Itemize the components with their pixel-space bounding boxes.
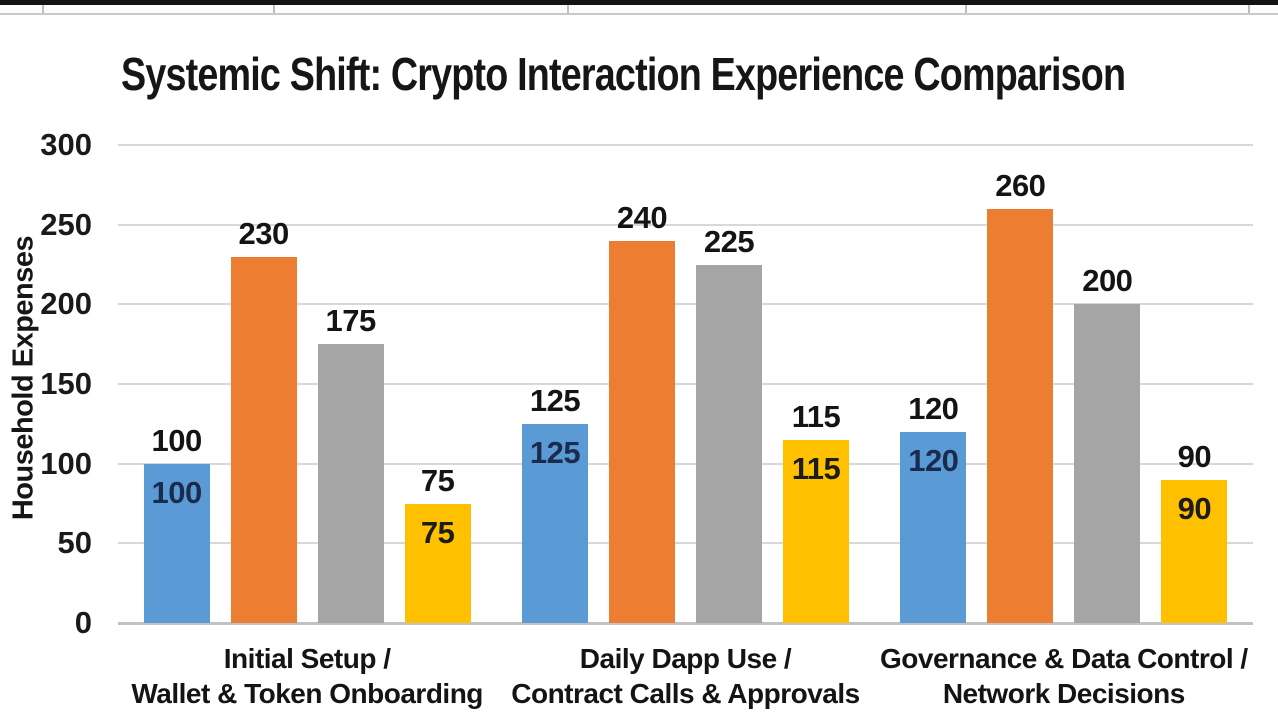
bar-blue-series bbox=[143, 463, 210, 623]
bar-inside-value-label: 90 bbox=[1177, 490, 1212, 526]
bar-yellow-series bbox=[404, 503, 471, 623]
chart-title: Systemic Shift: Crypto Interaction Exper… bbox=[121, 48, 1126, 100]
bar-orange-series bbox=[230, 256, 297, 623]
bar-inside-value-label: 125 bbox=[529, 434, 581, 470]
gridline bbox=[118, 383, 1253, 385]
bar-gray-series bbox=[317, 344, 384, 623]
bar-inside-value-label: 75 bbox=[420, 514, 455, 550]
cell-border bbox=[1248, 5, 1250, 13]
gridline bbox=[118, 303, 1253, 306]
bar-gray-series bbox=[1074, 304, 1141, 623]
bar-yellow-series bbox=[783, 439, 849, 623]
bar-value-label: 100 bbox=[151, 422, 203, 458]
x-category-label: Governance & Data Control / Network Deci… bbox=[879, 643, 1248, 709]
y-tick-label: 0 bbox=[74, 605, 92, 640]
bar-value-label: 125 bbox=[529, 382, 581, 418]
y-tick-label: 50 bbox=[57, 525, 92, 561]
bar-yellow-series bbox=[1161, 479, 1228, 623]
cell-border bbox=[42, 5, 44, 13]
bar-value-label: 120 bbox=[908, 390, 959, 426]
y-axis-tick-labels: 0 50 100 150 200 250 300 bbox=[0, 127, 92, 640]
bar-orange-series bbox=[987, 208, 1054, 623]
x-category-label: Initial Setup / Wallet & Token Onboardin… bbox=[131, 643, 483, 709]
y-tick-label: 150 bbox=[40, 366, 92, 401]
gridline bbox=[118, 542, 1253, 545]
cell-border bbox=[273, 5, 275, 13]
cell-border bbox=[567, 5, 569, 13]
bar-value-label: 260 bbox=[995, 167, 1046, 203]
bar-inside-value-label: 115 bbox=[791, 450, 841, 486]
bar-gray-series bbox=[696, 264, 762, 623]
bar-value-label: 175 bbox=[325, 303, 377, 339]
y-tick-label: 200 bbox=[40, 286, 92, 322]
bar-value-label: 115 bbox=[791, 398, 841, 434]
gridline bbox=[118, 223, 1253, 226]
y-tick-label: 100 bbox=[40, 445, 92, 481]
y-tick-label: 250 bbox=[40, 206, 92, 242]
y-tick-label: 300 bbox=[40, 127, 92, 162]
bar-orange-series bbox=[609, 240, 675, 623]
bar-value-label: 225 bbox=[703, 223, 755, 259]
window-top-border bbox=[0, 0, 1278, 5]
plot-area: 100 100 230 175 75 75 125 125 240 225 115 115 120 120… bbox=[118, 144, 1253, 625]
gridline bbox=[118, 144, 1253, 146]
bar-value-label: 75 bbox=[420, 462, 455, 498]
x-category-label: Daily Dapp Use / Contract Calls & Approv… bbox=[511, 643, 860, 709]
gridline bbox=[118, 462, 1253, 465]
bar-value-label: 200 bbox=[1082, 263, 1133, 299]
bar-value-label: 240 bbox=[616, 199, 668, 235]
bar-value-label: 230 bbox=[238, 215, 290, 251]
x-axis-line bbox=[118, 622, 1253, 625]
bar-blue-series bbox=[522, 423, 588, 623]
bar-value-label: 90 bbox=[1177, 438, 1212, 474]
bar-inside-value-label: 120 bbox=[908, 442, 959, 478]
bar-blue-series bbox=[900, 431, 967, 623]
cell-border bbox=[965, 5, 967, 13]
spreadsheet-cell-row bbox=[0, 5, 1278, 15]
bar-inside-value-label: 100 bbox=[151, 474, 203, 510]
